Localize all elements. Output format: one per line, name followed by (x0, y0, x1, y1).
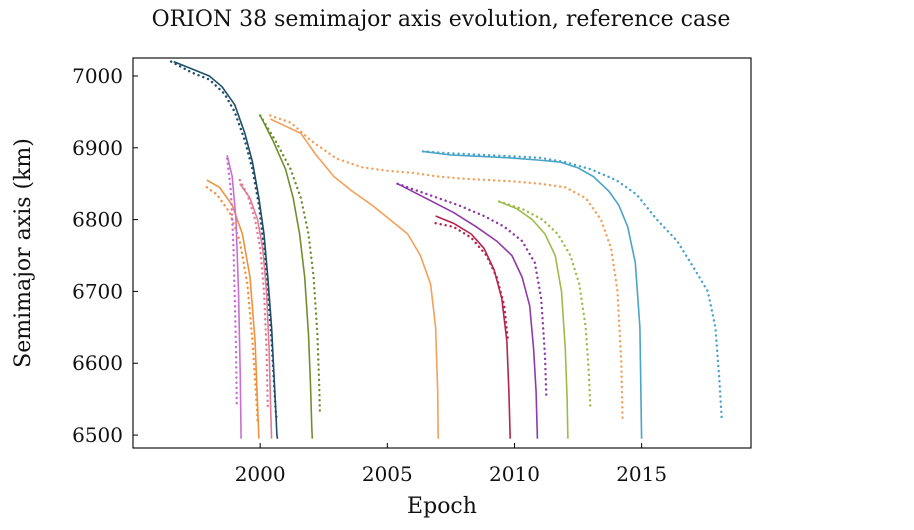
x-axis-label: Epoch (407, 494, 477, 519)
series-layer (169, 60, 723, 439)
x-axis-ticks: 2000 2005 2010 2015 (235, 443, 667, 486)
series-line-19 (422, 150, 643, 439)
y-tick-label: 6500 (72, 423, 123, 447)
y-axis-label: Semimajor axis (km) (11, 138, 36, 368)
x-tick-label: 2015 (616, 462, 667, 486)
y-tick-label: 7000 (72, 64, 123, 88)
y-tick-label: 6700 (72, 279, 123, 303)
series-line-6 (238, 178, 269, 412)
series-line-15 (435, 215, 511, 439)
series-line-8 (205, 186, 259, 422)
series-line-7 (206, 179, 260, 439)
series-line-17 (498, 200, 569, 439)
x-tick-label: 2005 (362, 462, 413, 486)
series-line-16 (434, 221, 510, 343)
series-line-3 (259, 115, 314, 439)
series-line-13 (397, 182, 539, 439)
series-line-9 (226, 154, 242, 439)
series-line-12 (269, 114, 624, 422)
series-line-20 (421, 150, 723, 422)
series-line-4 (259, 114, 322, 415)
series-line-11 (269, 118, 439, 439)
y-axis-ticks: 6500 6600 6700 6800 6900 7000 (72, 64, 138, 447)
y-tick-label: 6800 (72, 208, 123, 232)
series-line-18 (498, 200, 592, 408)
x-tick-label: 2000 (235, 462, 286, 486)
y-tick-label: 6900 (72, 136, 123, 160)
chart-title: ORION 38 semimajor axis evolution, refer… (152, 7, 731, 32)
y-tick-label: 6600 (72, 351, 123, 375)
plot-frame (132, 57, 752, 449)
series-line-2 (169, 60, 279, 422)
series-line-14 (396, 182, 548, 397)
series-line-10 (225, 157, 239, 408)
x-tick-label: 2010 (489, 462, 540, 486)
series-line-5 (239, 183, 273, 439)
